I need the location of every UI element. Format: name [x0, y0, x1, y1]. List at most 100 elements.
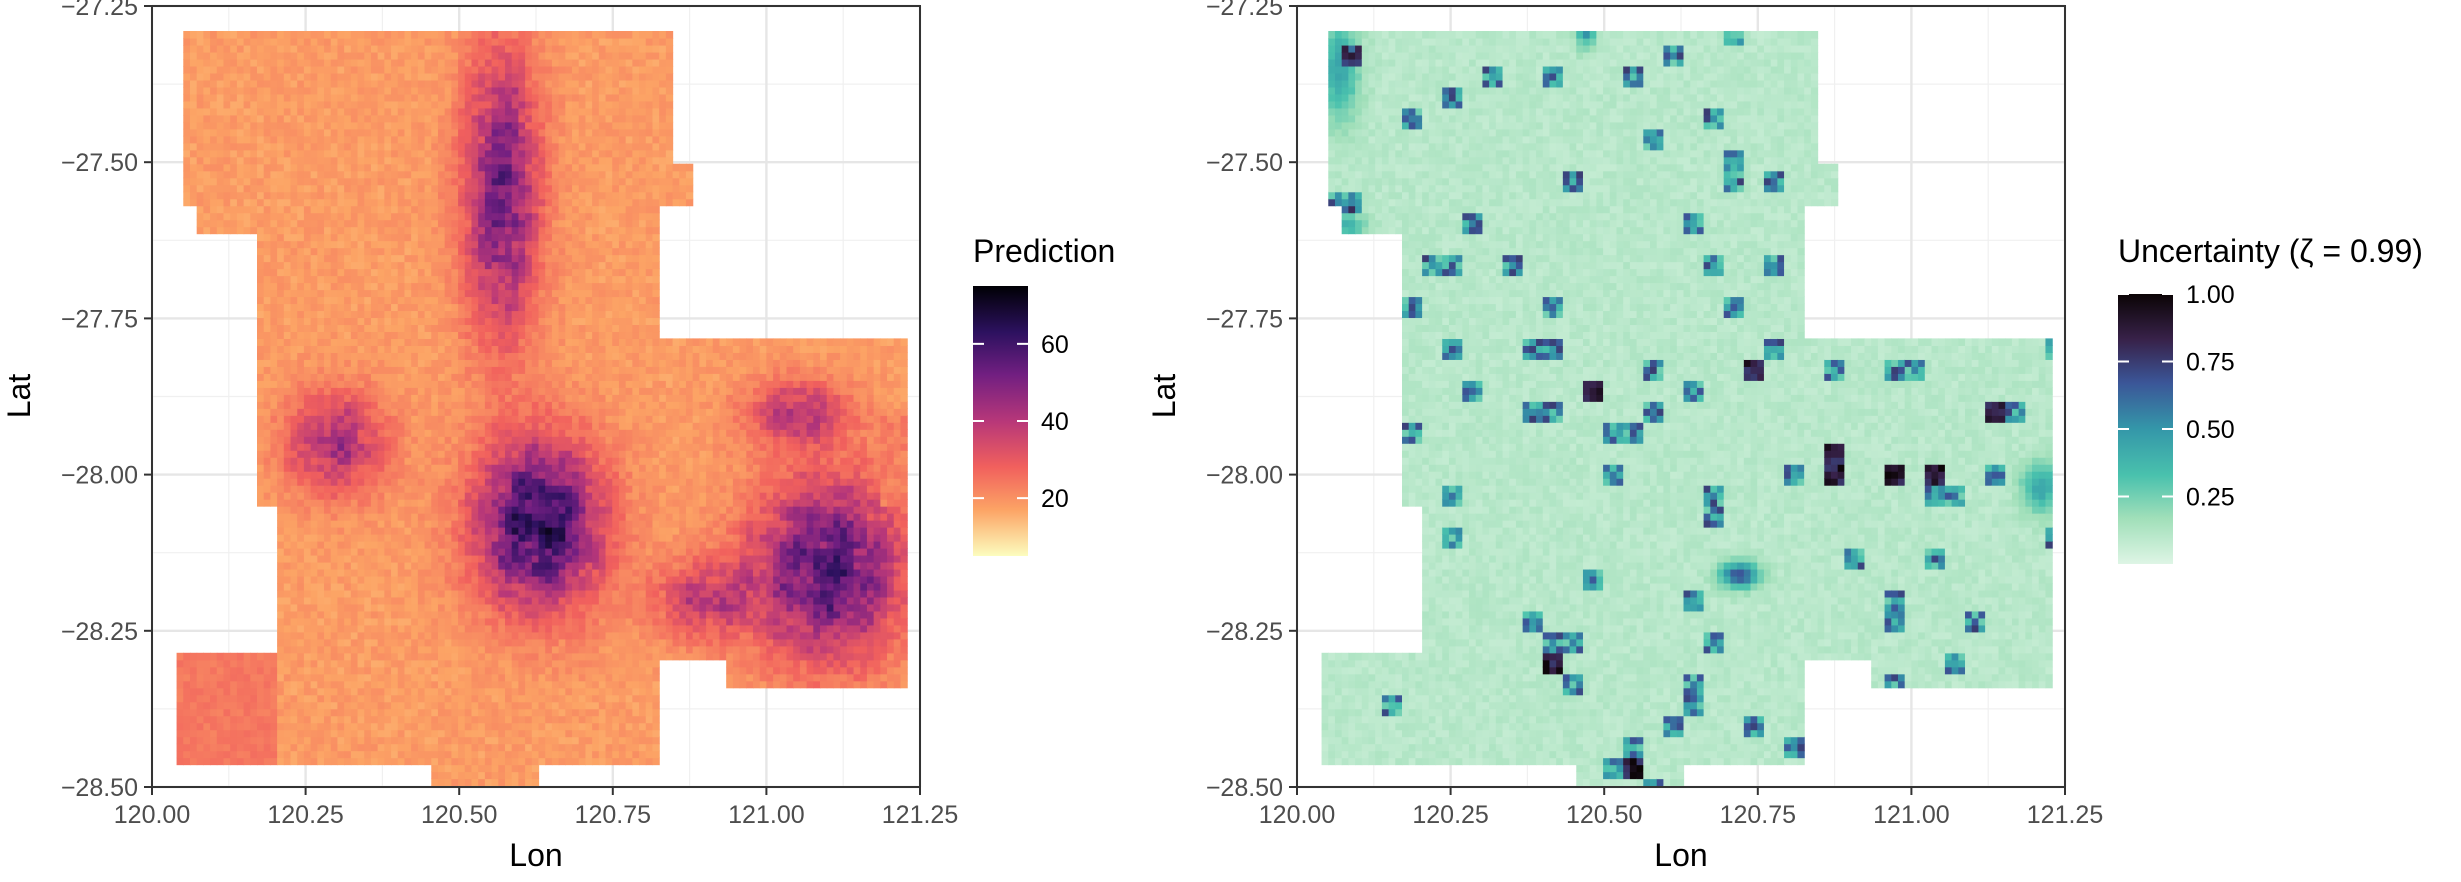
- heatmap-cell: [478, 38, 485, 46]
- heatmap-cell: [277, 94, 284, 102]
- heatmap-cell: [451, 541, 458, 549]
- heatmap-cell: [411, 590, 418, 598]
- heatmap-cell: [284, 108, 291, 116]
- heatmap-cell: [250, 101, 257, 109]
- heatmap-cell: [311, 38, 318, 46]
- heatmap-cell: [378, 499, 385, 507]
- heatmap-cell: [304, 401, 311, 409]
- heatmap-cell: [190, 122, 197, 130]
- heatmap-cell: [304, 408, 311, 416]
- heatmap-cell: [291, 324, 298, 332]
- heatmap-cell: [411, 331, 418, 339]
- heatmap-cell: [371, 227, 378, 235]
- heatmap-cell: [277, 443, 284, 451]
- heatmap-cell: [277, 758, 284, 766]
- heatmap-cell: [471, 450, 478, 458]
- heatmap-cell: [324, 387, 331, 395]
- heatmap-cell: [337, 688, 344, 696]
- heatmap-cell: [210, 227, 217, 235]
- heatmap-cell: [498, 653, 505, 661]
- heatmap-cell: [371, 178, 378, 186]
- heatmap-cell: [311, 115, 318, 123]
- heatmap-cell: [438, 380, 445, 388]
- heatmap-cell: [311, 590, 318, 598]
- heatmap-cell: [384, 324, 391, 332]
- heatmap-cell: [311, 422, 318, 430]
- heatmap-cell: [478, 283, 485, 291]
- heatmap-cell: [270, 709, 277, 717]
- heatmap-cell: [425, 660, 432, 668]
- heatmap-cell: [391, 541, 398, 549]
- heatmap-cell: [317, 639, 324, 647]
- heatmap-cell: [217, 674, 224, 682]
- heatmap-cell: [391, 492, 398, 500]
- heatmap-cell: [324, 234, 331, 242]
- heatmap-cell: [358, 485, 365, 493]
- heatmap-cell: [270, 31, 277, 39]
- heatmap-cell: [438, 73, 445, 81]
- heatmap-cell: [270, 52, 277, 60]
- heatmap-cell: [485, 618, 492, 626]
- heatmap-cell: [425, 31, 432, 39]
- heatmap-cell: [431, 730, 438, 738]
- heatmap-cell: [344, 185, 351, 193]
- heatmap-cell: [518, 576, 525, 584]
- heatmap-cell: [324, 366, 331, 374]
- heatmap-cell: [418, 485, 425, 493]
- heatmap-cell: [431, 723, 438, 731]
- heatmap-cell: [284, 185, 291, 193]
- heatmap-cell: [505, 276, 512, 284]
- heatmap-cell: [277, 604, 284, 612]
- heatmap-cell: [183, 185, 190, 193]
- heatmap-cell: [478, 248, 485, 256]
- heatmap-cell: [270, 338, 277, 346]
- heatmap-cell: [304, 241, 311, 249]
- heatmap-cell: [250, 66, 257, 74]
- heatmap-cell: [418, 122, 425, 130]
- heatmap-cell: [264, 45, 271, 53]
- heatmap-cell: [351, 492, 358, 500]
- heatmap-cell: [277, 143, 284, 151]
- heatmap-cell: [512, 436, 519, 444]
- heatmap-cell: [471, 471, 478, 479]
- heatmap-cell: [264, 296, 271, 304]
- heatmap-cell: [411, 227, 418, 235]
- heatmap-cell: [525, 422, 532, 430]
- heatmap-cell: [257, 457, 264, 465]
- heatmap-cell: [244, 178, 251, 186]
- heatmap-cell: [384, 436, 391, 444]
- heatmap-cell: [264, 457, 271, 465]
- heatmap-cell: [411, 464, 418, 472]
- heatmap-cell: [317, 541, 324, 549]
- heatmap-cell: [512, 751, 519, 759]
- heatmap-cell: [311, 345, 318, 353]
- heatmap-cell: [311, 248, 318, 256]
- heatmap-cell: [291, 220, 298, 228]
- heatmap-cell: [291, 94, 298, 102]
- heatmap-cell: [297, 415, 304, 423]
- heatmap-cell: [331, 618, 338, 626]
- heatmap-cell: [230, 101, 237, 109]
- heatmap-cell: [384, 283, 391, 291]
- heatmap-cell: [304, 674, 311, 682]
- heatmap-cell: [478, 129, 485, 137]
- heatmap-cell: [525, 478, 532, 486]
- heatmap-cell: [311, 234, 318, 242]
- heatmap-cell: [391, 80, 398, 88]
- heatmap-cell: [498, 171, 505, 179]
- heatmap-cell: [512, 227, 519, 235]
- heatmap-cell: [505, 310, 512, 318]
- heatmap-cell: [418, 604, 425, 612]
- heatmap-cell: [485, 38, 492, 46]
- heatmap-cell: [277, 171, 284, 179]
- heatmap-cell: [458, 73, 465, 81]
- heatmap-cell: [404, 569, 411, 577]
- heatmap-cell: [223, 758, 230, 766]
- heatmap-cell: [451, 108, 458, 116]
- heatmap-cell: [270, 695, 277, 703]
- heatmap-cell: [351, 331, 358, 339]
- heatmap-cell: [518, 52, 525, 60]
- heatmap-cell: [291, 730, 298, 738]
- heatmap-cell: [465, 262, 472, 270]
- heatmap-cell: [492, 178, 499, 186]
